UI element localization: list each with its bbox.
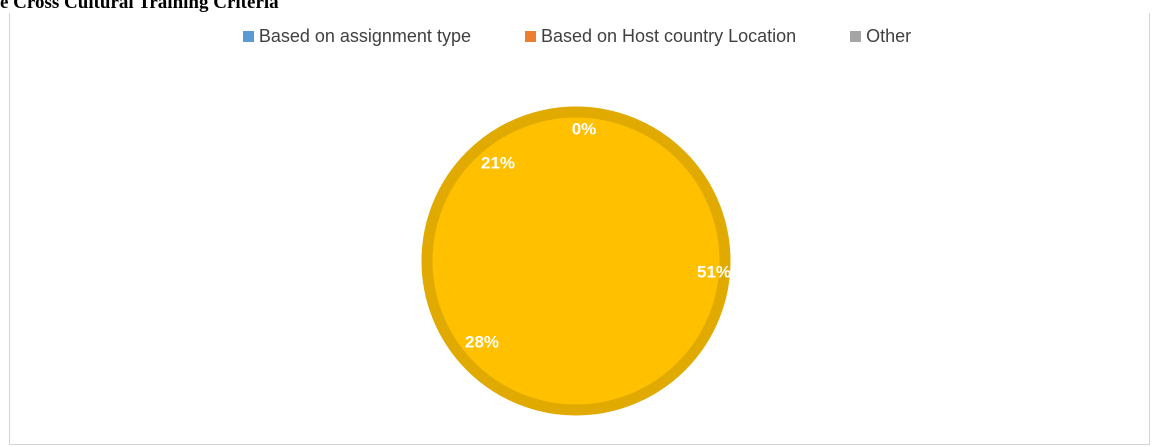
data-label-21: 21% [481, 153, 515, 172]
data-label-0: 0% [572, 119, 597, 138]
legend-swatch [242, 31, 254, 42]
pie-slice-fill [421, 106, 731, 416]
chart-frame [9, 13, 1150, 445]
chart-title-fragment: e Cross Cultural Training Criteria [0, 0, 279, 13]
legend-item-other: Other [850, 26, 911, 47]
legend-item-host-country: Based on Host country Location [524, 26, 797, 47]
data-label-51: 51% [697, 262, 731, 281]
data-label-28: 28% [465, 332, 499, 351]
legend-label: Based on assignment type [258, 26, 471, 46]
legend-label: Based on Host country Location [540, 26, 797, 46]
legend-swatch [850, 31, 862, 42]
chart-legend: Based on assignment type Based on Host c… [0, 26, 1154, 47]
legend-swatch [524, 31, 536, 42]
legend-item-assignment-type: Based on assignment type [242, 26, 471, 47]
legend-label: Other [866, 26, 912, 46]
